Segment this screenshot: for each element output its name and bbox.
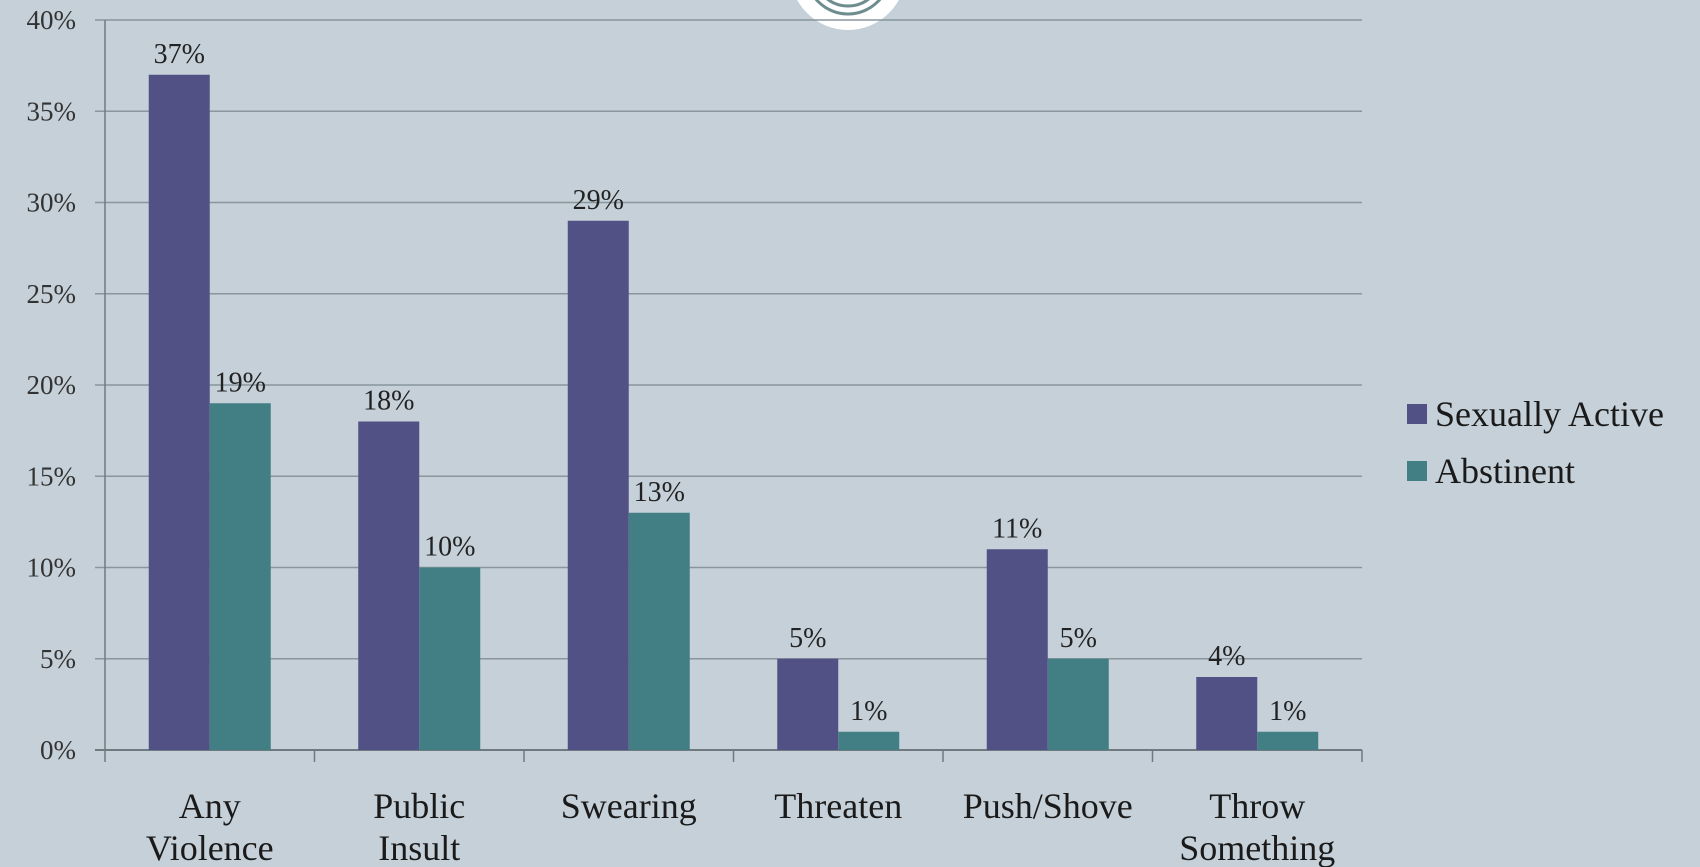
bar-abstinent [628,512,690,750]
data-label-sexually-active: 11% [992,513,1042,544]
legend: Sexually Active Abstinent [1407,394,1664,491]
legend-swatch-sexually-active [1407,404,1427,424]
bar-sexually-active [567,220,629,750]
logo [797,0,899,30]
data-labels: 37% 18% 29% 5% 11% 4% 19% 10% 13% 1% 5% 1% [154,39,1307,727]
y-tick-label: 15% [27,461,77,491]
category-label: Something [1179,828,1335,867]
bars [148,74,1319,750]
y-tick-label: 25% [27,279,77,309]
gridlines [95,19,1362,751]
category-label: Throw [1209,786,1305,826]
bar-sexually-active [358,421,420,750]
bar-abstinent [419,567,481,750]
y-tick-label: 30% [27,188,77,218]
data-label-sexually-active: 5% [789,623,826,654]
category-label: Threaten [774,786,902,826]
data-label-abstinent: 5% [1060,623,1097,654]
bar-abstinent [838,731,900,750]
data-label-abstinent: 1% [850,696,887,727]
bar-sexually-active [1196,677,1258,750]
category-label: Any [179,786,241,826]
y-tick-label: 5% [40,644,76,674]
bar-sexually-active [777,658,839,750]
legend-label-abstinent: Abstinent [1435,451,1575,491]
legend-swatch-abstinent [1407,461,1427,481]
data-label-abstinent: 10% [424,532,475,563]
category-label: Swearing [561,786,697,826]
category-label: Violence [146,828,274,867]
bar-sexually-active [148,74,210,750]
bar-abstinent [209,403,271,750]
category-label: Push/Shove [963,786,1133,826]
y-tick-label: 10% [27,553,77,583]
data-label-abstinent: 1% [1269,696,1306,727]
legend-label-sexually-active: Sexually Active [1435,394,1664,434]
category-label: Insult [378,828,460,867]
category-label: Public [373,786,465,826]
bar-abstinent [1257,731,1319,750]
data-label-abstinent: 19% [215,367,266,398]
y-tick-label: 20% [27,370,77,400]
y-tick-label: 35% [27,96,77,126]
data-label-sexually-active: 4% [1208,641,1245,672]
y-tick-label: 0% [40,735,76,765]
data-label-sexually-active: 29% [573,185,624,216]
bar-sexually-active [986,549,1048,750]
y-axis-ticks: 0% 5% 10% 15% 20% 25% 30% 35% 40% [27,5,77,765]
data-label-sexually-active: 18% [363,386,414,417]
data-label-sexually-active: 37% [154,39,205,70]
y-tick-label: 40% [27,5,77,35]
data-label-abstinent: 13% [634,477,685,508]
bar-abstinent [1047,658,1109,750]
